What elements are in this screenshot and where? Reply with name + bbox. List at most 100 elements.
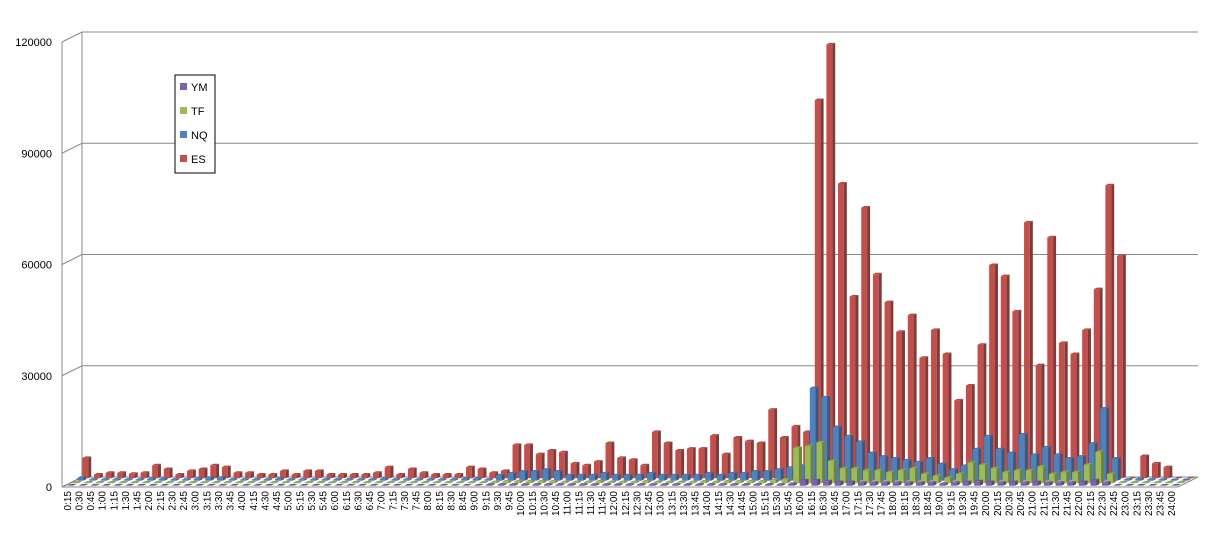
bar-side [891,470,895,484]
bar-top [218,483,228,486]
bar-front [532,484,539,486]
bar [79,483,88,486]
x-tick-label: 11:15 [574,491,585,516]
bar-top [183,483,193,486]
bar-side [724,483,728,486]
bar-front [268,474,275,479]
bar-front [1140,456,1147,479]
bar-front [1170,480,1176,481]
bar-side [84,483,88,486]
bar [1020,481,1030,486]
bar-front [314,470,321,479]
bar-top [595,479,605,482]
bar-side [584,483,588,486]
bar-top [635,473,645,476]
x-tick-label: 15:00 [749,491,760,516]
bar-top [113,483,123,486]
bar-front [72,482,79,484]
bar [233,471,243,479]
bar-front [298,479,305,481]
bar-top [605,441,615,444]
bar-side [583,473,587,481]
bar-side [712,483,716,486]
bar-side [682,480,686,484]
bar-side [294,483,298,486]
bar-side [1014,480,1018,486]
bar-front [1055,482,1062,486]
x-tick-label: 0:15 [63,491,74,511]
bar-side [770,483,774,486]
bar [658,473,668,481]
bar-side [119,483,123,486]
bar-top [409,481,419,483]
bar-top [466,465,475,468]
bar-front [955,473,962,484]
bar [316,481,326,484]
bar [105,471,115,479]
bar-side [1119,483,1123,486]
bar [524,443,533,479]
bar-top [205,476,215,478]
bar-top [688,480,698,483]
bar [1186,476,1196,479]
bar-top [349,473,359,475]
bar-front [432,482,439,484]
bar-side [543,479,547,484]
bar [937,462,947,481]
bar-front [681,475,688,481]
bar-front [187,470,193,479]
bar-side [671,480,675,484]
bar [769,478,779,484]
bar [321,478,331,481]
bar-front [693,475,700,481]
bar-top [700,479,709,482]
bar-front [95,482,102,484]
x-tick-label: 6:30 [353,491,364,511]
bar-front [909,468,916,484]
bar-side [566,480,570,484]
bar-side [101,481,105,484]
bar-front [826,44,833,479]
bar [1146,478,1156,481]
bar-top [512,443,522,445]
bar [605,441,615,479]
bar-side [164,477,168,481]
bar-front [595,481,602,484]
bar [72,481,82,484]
bar-top [258,481,268,483]
bar [909,466,919,484]
bar-top [148,483,158,486]
bar [804,444,814,484]
bar [660,483,670,486]
bar-side [468,483,472,486]
bar-side [239,471,243,479]
bar [642,479,651,484]
bar-top [1140,454,1150,456]
bar-side [991,480,995,486]
bar [432,481,442,484]
bar-top [617,456,626,458]
bar [1070,352,1080,479]
bar-side [136,481,140,484]
bar-side [536,469,540,481]
x-tick-label: 17:15 [853,491,864,516]
bar-top [823,479,832,482]
bar-side [189,483,193,486]
bar [153,481,163,484]
x-tick-label: 4:30 [260,491,271,511]
bar-front [637,484,643,486]
bar [384,465,394,479]
bar-top [338,473,347,475]
bar-top [1113,483,1123,486]
bar-front [838,183,844,479]
bar-top [572,480,582,483]
bar-front [384,467,391,479]
bar-side [890,300,894,479]
bar-side [734,471,738,481]
bar-side [820,98,824,479]
bar-side [1106,406,1110,481]
bar-front [931,329,937,479]
bar-side [187,478,191,481]
bar-top [927,481,937,483]
bar-front [828,461,834,484]
